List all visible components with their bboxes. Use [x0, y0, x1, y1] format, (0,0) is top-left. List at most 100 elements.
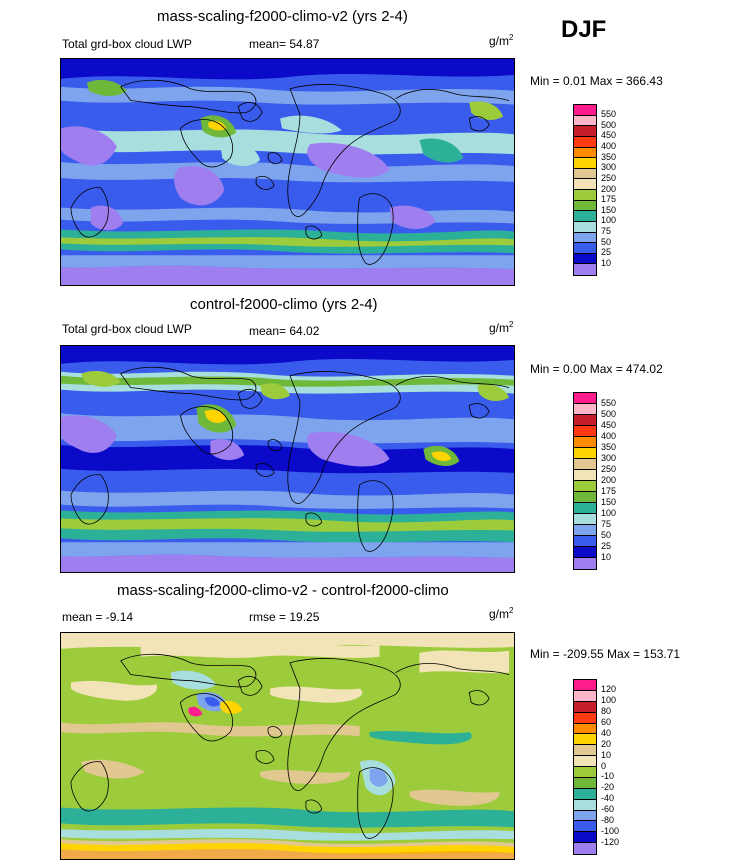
- panel-1-minmax: Min = 0.01 Max = 366.43: [530, 74, 663, 88]
- colorbar-swatch: [574, 211, 596, 222]
- colorbar-swatch: [574, 734, 596, 746]
- colorbar-swatch: [574, 701, 596, 713]
- colorbar-label: -60: [601, 804, 615, 814]
- panel-2-variable: Total grd-box cloud LWP: [62, 322, 192, 336]
- panel-3-map: [60, 632, 515, 860]
- colorbar-swatch: [574, 126, 596, 137]
- colorbar-label: 200: [601, 474, 617, 485]
- colorbar-label: 350: [601, 151, 617, 162]
- colorbar-swatch: [574, 514, 596, 525]
- panel-2-units: g/m2: [489, 320, 514, 335]
- colorbar-swatch: [574, 470, 596, 481]
- panel-3-stat-label: rmse =: [249, 610, 287, 624]
- colorbar-label: 100: [601, 215, 617, 226]
- colorbar-swatch: [574, 243, 596, 254]
- colorbar-label: 200: [601, 183, 617, 194]
- colorbar-label: 400: [601, 141, 617, 151]
- colorbar-swatch: [574, 232, 596, 244]
- colorbar-swatch: [574, 393, 596, 404]
- panel-2-stat-label: mean=: [249, 324, 287, 338]
- colorbar-swatch: [574, 680, 596, 691]
- colorbar-label: 20: [601, 738, 612, 749]
- panel-3-minmax: Min = -209.55 Max = 153.71: [530, 647, 681, 661]
- colorbar-label: 60: [601, 717, 612, 727]
- colorbar-label: 75: [601, 226, 612, 236]
- colorbar-swatch: [574, 821, 596, 833]
- colorbar-swatch: [574, 492, 596, 503]
- colorbar-label: -20: [601, 782, 615, 793]
- panel-1-stat-value: 54.87: [289, 37, 320, 51]
- panel-3-colorbar-labels: 120 100 80 60 40 20 10 0 -10 -20 -40 -60 -80 -100 -120: [601, 679, 641, 855]
- colorbar-swatch: [574, 777, 596, 789]
- colorbar-swatch: [574, 158, 596, 169]
- panel-2-colorbar: [573, 392, 597, 570]
- panel-1-stat: mean= 54.87: [249, 37, 319, 51]
- colorbar-swatch: [574, 437, 596, 448]
- colorbar-label: 300: [601, 452, 617, 463]
- colorbar-swatch: [574, 788, 596, 800]
- colorbar-label: 10: [601, 551, 612, 562]
- colorbar-label: 500: [601, 408, 617, 419]
- colorbar-label: 10: [601, 257, 612, 268]
- panel-2-colorbar-labels: 550 500 450 400 350 300 250 200 175 150 100 75 50 25 1…: [601, 392, 641, 570]
- panel-1-colorbar: [573, 104, 597, 276]
- colorbar-label: 150: [601, 204, 617, 215]
- colorbar-swatch: [574, 712, 596, 724]
- colorbar-label: 175: [601, 485, 617, 496]
- colorbar-swatch: [574, 536, 596, 547]
- colorbar-label: 50: [601, 236, 612, 247]
- colorbar-label: 250: [601, 172, 617, 183]
- colorbar-label: 550: [601, 109, 617, 120]
- colorbar-swatch: [574, 200, 596, 212]
- panel-3-mean: mean = -9.14: [62, 610, 134, 624]
- colorbar-swatch: [574, 459, 596, 470]
- colorbar-label: 175: [601, 194, 617, 205]
- panel-2-stat-value: 64.02: [289, 324, 320, 338]
- season-label: DJF: [561, 16, 607, 43]
- panel-1-variable: Total grd-box cloud LWP: [62, 37, 192, 51]
- colorbar-label: 120: [601, 684, 617, 695]
- colorbar-swatch: [574, 404, 596, 415]
- colorbar-swatch: [574, 264, 596, 275]
- colorbar-swatch: [574, 832, 596, 844]
- colorbar-swatch: [574, 190, 596, 201]
- colorbar-swatch: [574, 525, 596, 536]
- colorbar-swatch: [574, 168, 596, 180]
- colorbar-label: -100: [601, 825, 620, 836]
- panel-2-map: [60, 345, 515, 573]
- colorbar-swatch: [574, 745, 596, 757]
- panel-1-title: mass-scaling-f2000-climo-v2 (yrs 2-4): [157, 8, 408, 25]
- panel-3-stat: rmse = 19.25: [249, 610, 319, 624]
- panel-1-units: g/m2: [489, 33, 514, 48]
- colorbar-label: 450: [601, 130, 617, 141]
- colorbar-label: -40: [601, 793, 615, 804]
- colorbar-label: -120: [601, 836, 620, 847]
- colorbar-label: 75: [601, 518, 612, 529]
- colorbar-swatch: [574, 810, 596, 822]
- colorbar-label: 100: [601, 507, 617, 518]
- colorbar-swatch: [574, 756, 596, 767]
- colorbar-label: 450: [601, 419, 617, 430]
- colorbar-swatch: [574, 426, 596, 437]
- colorbar-swatch: [574, 799, 596, 811]
- colorbar-label: 300: [601, 162, 617, 173]
- panel-3-colorbar: [573, 679, 597, 855]
- colorbar-label: 25: [601, 247, 612, 258]
- colorbar-label: 250: [601, 463, 617, 474]
- panel-3-map-svg: [61, 633, 514, 859]
- panel-1-map: [60, 58, 515, 286]
- colorbar-label: 150: [601, 496, 617, 507]
- colorbar-swatch: [574, 105, 596, 116]
- colorbar-swatch: [574, 558, 596, 569]
- colorbar-label: 80: [601, 706, 612, 717]
- colorbar-swatch: [574, 690, 596, 702]
- colorbar-swatch: [574, 481, 596, 492]
- panel-1-colorbar-labels: 550 500 450 400 350 300 250 200 175 150 100 75 50 25 1…: [601, 104, 641, 276]
- colorbar-swatch: [574, 723, 596, 735]
- colorbar-swatch: [574, 448, 596, 459]
- colorbar-label: 500: [601, 119, 617, 130]
- colorbar-label: 350: [601, 441, 617, 452]
- colorbar-label: 0: [601, 760, 607, 771]
- colorbar-swatch: [574, 179, 596, 190]
- colorbar-swatch: [574, 147, 596, 159]
